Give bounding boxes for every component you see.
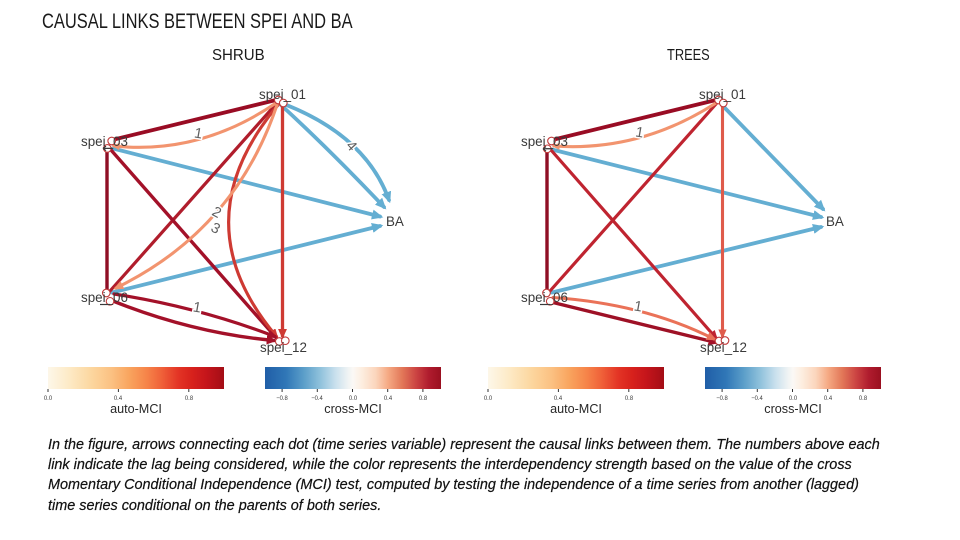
svg-text:spei_12: spei_12 bbox=[260, 340, 307, 355]
svg-text:spei_12: spei_12 bbox=[700, 340, 747, 355]
svg-text:spei_01: spei_01 bbox=[259, 87, 306, 102]
svg-text:spei_03: spei_03 bbox=[81, 134, 128, 149]
svg-text:1: 1 bbox=[634, 124, 645, 141]
svg-text:BA: BA bbox=[826, 214, 844, 229]
svg-text:3: 3 bbox=[208, 220, 223, 238]
svg-text:2: 2 bbox=[209, 204, 224, 222]
svg-text:spei_03: spei_03 bbox=[521, 134, 568, 149]
svg-text:spei_01: spei_01 bbox=[699, 87, 746, 102]
svg-text:BA: BA bbox=[386, 214, 404, 229]
svg-text:spei_06: spei_06 bbox=[521, 290, 568, 305]
svg-text:spei_06: spei_06 bbox=[81, 290, 128, 305]
